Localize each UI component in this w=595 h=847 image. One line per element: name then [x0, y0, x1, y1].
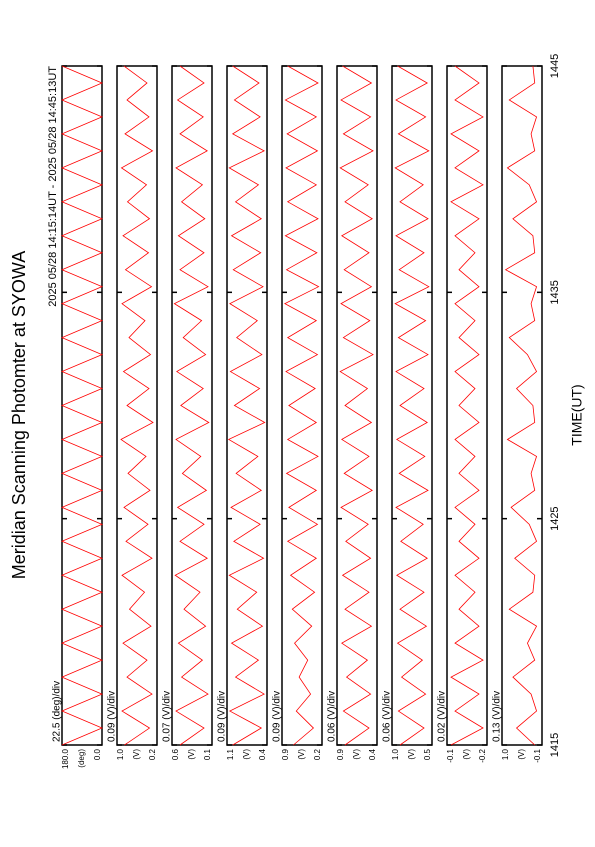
- y-tick-label: 1.0: [391, 748, 400, 760]
- panel-frame: [116, 65, 158, 746]
- panel-frame: [171, 65, 213, 746]
- data-line: [173, 65, 210, 746]
- y-unit-label: (V): [187, 749, 196, 760]
- x-tick-label: 1445: [549, 54, 561, 78]
- panel-frame: [336, 65, 378, 746]
- y-tick-label: 0.4: [258, 748, 267, 760]
- data-line: [227, 65, 266, 746]
- y-tick-label: 0.4: [368, 748, 377, 760]
- data-line: [339, 65, 374, 746]
- x-tick-label: 1435: [549, 280, 561, 304]
- y-unit-label: (V): [242, 749, 251, 760]
- y-unit-label: (V): [297, 749, 306, 760]
- data-line: [283, 65, 320, 746]
- panel-scale-label: 0.07 (V)/div: [162, 691, 173, 742]
- x-tick-label: 1415: [549, 733, 561, 757]
- panel-scale-label: 0.09 (V)/div: [217, 691, 228, 742]
- panel-scale-label: 0.13 (V)/div: [492, 691, 503, 742]
- x-tick-label: 1425: [549, 506, 561, 530]
- data-line: [394, 65, 430, 746]
- y-tick-label: -0.2: [478, 748, 487, 762]
- y-tick-label: -0.1: [446, 748, 455, 762]
- chart-title: Meridian Scanning Photomter at SYOWA: [9, 251, 29, 579]
- y-unit-label: (V): [352, 749, 361, 760]
- y-tick-label: 0.9: [336, 748, 345, 760]
- panel-frame: [281, 65, 323, 746]
- data-line: [450, 65, 484, 746]
- x-axis-label: TIME(UT): [569, 384, 585, 445]
- chart-subtitle: 2025 05/28 14:15:14UT - 2025 05/28 14:45…: [47, 66, 59, 307]
- data-line: [120, 65, 154, 746]
- y-tick-label: 0.9: [281, 748, 290, 760]
- y-unit-label: (V): [407, 749, 416, 760]
- panel-frame: [391, 65, 433, 746]
- y-unit-label: (V): [517, 749, 526, 760]
- panel-frame: [446, 65, 488, 746]
- y-unit-label: (V): [132, 749, 141, 760]
- panel-scale-label: 0.09 (V)/div: [272, 691, 283, 742]
- y-tick-label: 0.0: [93, 748, 102, 760]
- y-tick-label: -0.1: [533, 748, 542, 762]
- y-unit-label: (V): [462, 749, 471, 760]
- panel-scale-label: 0.09 (V)/div: [107, 691, 118, 742]
- y-tick-label: 0.5: [423, 748, 432, 760]
- panel-scale-label: 22.5 (deg)/div: [52, 681, 63, 742]
- data-line: [60, 65, 104, 746]
- y-unit-label: (deg): [77, 749, 86, 768]
- y-tick-label: 0.2: [148, 748, 157, 760]
- y-tick-label: 0.1: [203, 748, 212, 760]
- panel-frame: [501, 65, 543, 746]
- y-tick-label: 1.1: [226, 748, 235, 760]
- panel-scale-label: 0.02 (V)/div: [437, 691, 448, 742]
- y-tick-label: 0.6: [171, 748, 180, 760]
- y-tick-label: 180.0: [61, 748, 70, 769]
- y-tick-label: 1.0: [501, 748, 510, 760]
- rotated-plot: Meridian Scanning Photomter at SYOWA 202…: [9, 54, 585, 769]
- panel-scale-label: 0.06 (V)/div: [327, 691, 338, 742]
- panel-frame: [61, 65, 103, 746]
- panel-frame: [226, 65, 268, 746]
- y-tick-label: 1.0: [116, 748, 125, 760]
- y-tick-label: 0.2: [313, 748, 322, 760]
- data-line: [504, 65, 538, 746]
- panel-scale-label: 0.06 (V)/div: [382, 691, 393, 742]
